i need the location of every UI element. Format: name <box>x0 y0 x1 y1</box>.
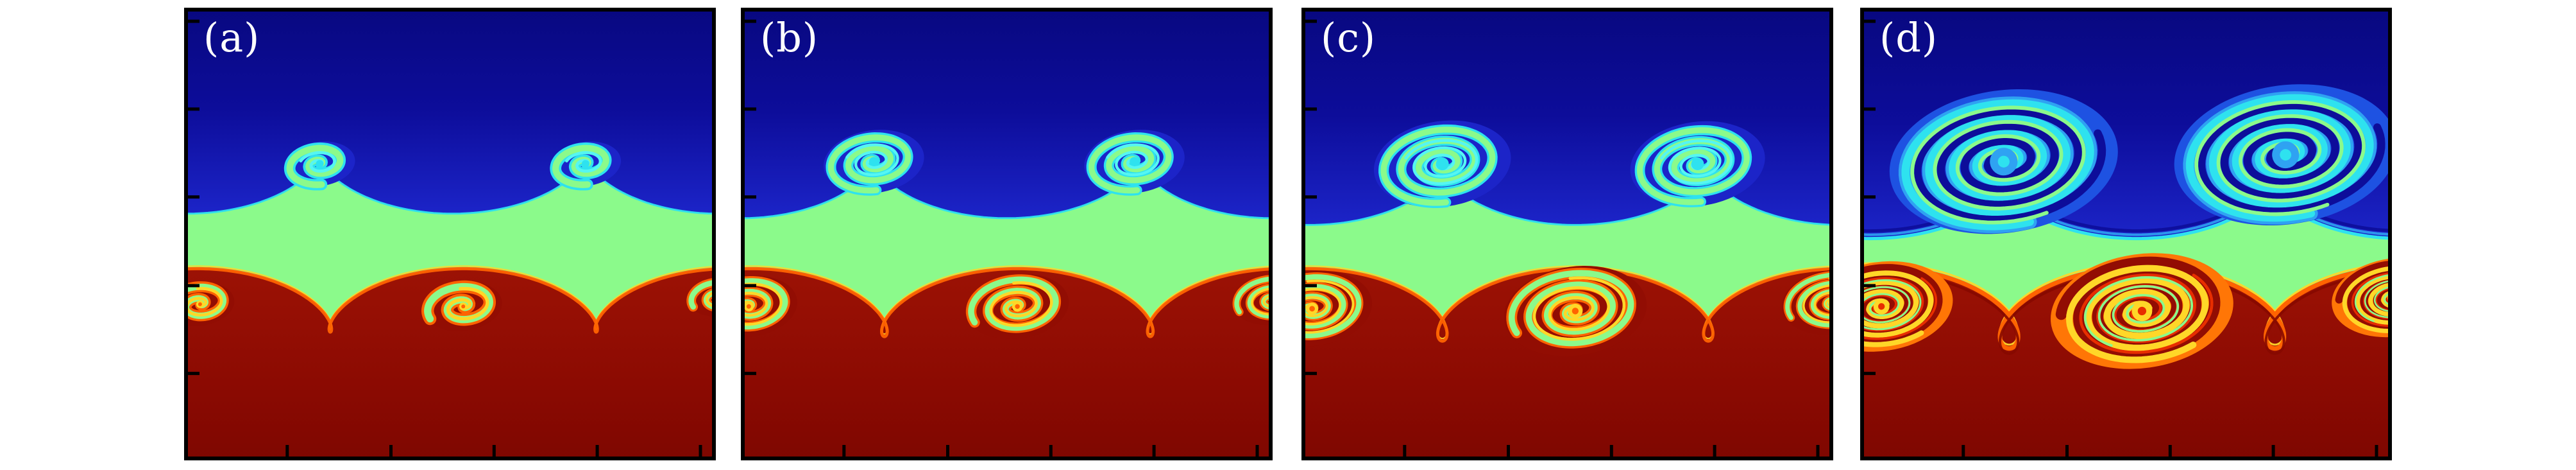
panel-label-b: (b) <box>760 14 819 61</box>
panel-label-d: (d) <box>1879 14 1938 61</box>
heatmap-d <box>1860 8 2392 460</box>
panel-label-c: (c) <box>1321 14 1377 61</box>
panel-d: (d) <box>1860 8 2392 460</box>
heatmap-a <box>184 8 716 460</box>
panel-b: (b) <box>741 8 1273 460</box>
heatmap-b <box>741 8 1273 460</box>
panel-a: (a) <box>184 8 716 460</box>
heatmap-c <box>1301 8 1833 460</box>
panel-label-a: (a) <box>203 14 260 61</box>
panel-c: (c) <box>1301 8 1833 460</box>
